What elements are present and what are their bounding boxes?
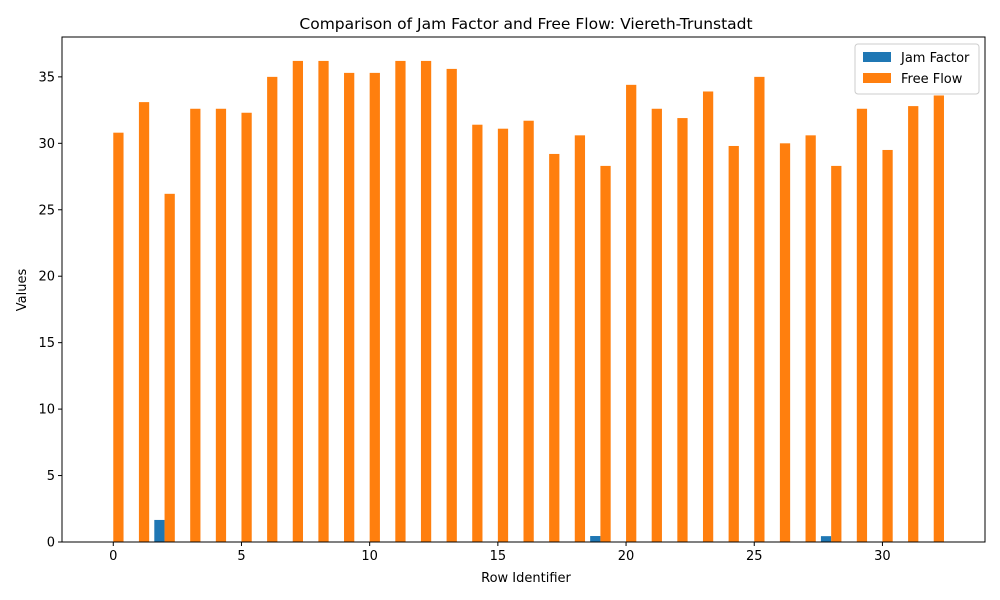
bar-free-flow-6 <box>267 76 278 543</box>
bar-free-flow-16 <box>523 120 534 542</box>
bar-free-flow-0 <box>113 132 124 542</box>
y-tick-label: 35 <box>38 70 55 85</box>
bar-free-flow-13 <box>446 68 457 542</box>
axes-frame <box>61 36 986 543</box>
bar-free-flow-29 <box>856 108 868 543</box>
legend: Jam Factor Free Flow <box>854 43 980 95</box>
x-axis-label: Row Identifier <box>481 571 571 586</box>
bar-free-flow-10 <box>369 72 380 542</box>
x-tick-label: 20 <box>618 549 635 564</box>
bar-free-flow-24 <box>728 145 739 542</box>
bar-free-flow-30 <box>882 149 893 543</box>
bar-jam-factor-19 <box>590 536 601 542</box>
plot-area: 0 5 10 15 20 25 30 0 5 10 15 20 25 30 35 <box>38 36 986 564</box>
bar-free-flow-28 <box>831 165 842 542</box>
x-tick-label: 30 <box>874 549 891 564</box>
bar-free-flow-8 <box>318 60 329 542</box>
legend-swatch-free-flow <box>863 73 891 83</box>
y-tick-label: 5 <box>47 469 55 484</box>
legend-label-jam-factor: Jam Factor <box>900 51 970 66</box>
y-tick-label: 25 <box>38 203 55 218</box>
bar-free-flow-26 <box>779 143 791 542</box>
y-tick-label: 10 <box>38 403 55 418</box>
bar-free-flow-5 <box>241 112 252 542</box>
bar-free-flow-11 <box>395 60 406 542</box>
x-tick-label: 25 <box>746 549 763 564</box>
bar-free-flow-20 <box>626 84 637 542</box>
y-tick-label: 15 <box>38 336 55 351</box>
bar-free-flow-19 <box>600 165 611 542</box>
y-tick-label: 20 <box>38 270 55 285</box>
legend-label-free-flow: Free Flow <box>901 72 963 87</box>
bar-free-flow-22 <box>677 118 688 542</box>
bar-free-flow-27 <box>805 135 816 542</box>
bar-free-flow-3 <box>190 108 201 543</box>
bar-free-flow-32 <box>933 95 944 542</box>
bar-free-flow-1 <box>138 102 150 543</box>
bar-jam-factor-2 <box>154 519 165 542</box>
bar-free-flow-14 <box>472 124 483 543</box>
bar-free-flow-12 <box>420 60 432 542</box>
bar-free-flow-15 <box>497 128 509 542</box>
bar-free-flow-9 <box>344 72 355 542</box>
bar-free-flow-25 <box>754 76 765 543</box>
x-tick-label: 5 <box>237 549 245 564</box>
bar-jam-factor-28 <box>820 536 832 542</box>
y-tick-label: 30 <box>38 137 55 152</box>
y-axis-label: Values <box>15 269 30 312</box>
y-tick-label: 0 <box>47 536 55 551</box>
bar-free-flow-21 <box>651 108 662 543</box>
bar-free-flow-18 <box>574 135 586 542</box>
bar-free-flow-17 <box>549 153 560 542</box>
x-tick-label: 15 <box>490 549 507 564</box>
chart-title: Comparison of Jam Factor and Free Flow: … <box>299 15 752 33</box>
bar-free-flow-2 <box>164 193 175 542</box>
legend-swatch-jam-factor <box>863 52 891 62</box>
x-tick-label: 10 <box>361 549 378 564</box>
bar-free-flow-7 <box>292 60 304 542</box>
bar-free-flow-23 <box>702 91 714 542</box>
bar-free-flow-4 <box>215 108 227 543</box>
bar-free-flow-31 <box>908 106 919 543</box>
x-tick-label: 0 <box>109 549 117 564</box>
